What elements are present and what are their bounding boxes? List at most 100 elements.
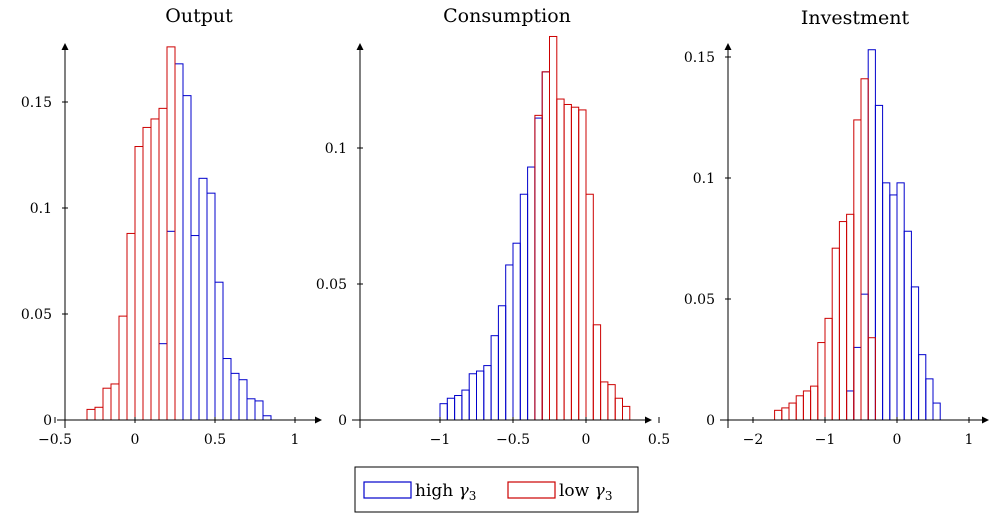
histogram-bar: [578, 109, 587, 421]
x-axis-arrow: [315, 416, 322, 424]
histogram-bar: [150, 118, 160, 421]
histogram-bar: [918, 354, 927, 421]
histogram-bar: [910, 286, 920, 421]
histogram-bar: [86, 408, 96, 421]
histogram-bar: [549, 35, 558, 421]
histogram-bar: [214, 281, 224, 421]
histogram-bar: [600, 381, 609, 421]
histogram-bar: [932, 402, 941, 421]
x-tick-label: −1: [815, 432, 836, 448]
histogram-bar: [795, 395, 804, 421]
histogram-bar: [541, 71, 551, 421]
x-tick-label: −0.5: [496, 432, 530, 448]
histogram-bar: [110, 383, 120, 421]
y-tick-label: 0.1: [30, 201, 52, 217]
histogram-bar: [198, 177, 208, 421]
y-tick-label: 0: [338, 413, 347, 429]
histogram-bar: [468, 373, 478, 421]
histogram-bar: [134, 146, 144, 421]
series-high: [439, 71, 551, 421]
histogram-bar: [534, 114, 543, 421]
histogram-bar: [102, 387, 112, 421]
y-tick-label: 0.15: [684, 50, 715, 66]
histogram-bar: [190, 235, 200, 421]
histogram-bar: [592, 324, 602, 421]
histogram-bar: [142, 126, 152, 421]
histogram-bar: [118, 315, 128, 421]
x-tick-label: 0.5: [204, 432, 226, 448]
histogram-bar: [262, 415, 272, 421]
x-tick-label: −0.5: [38, 432, 72, 448]
x-tick-label: 0: [582, 432, 591, 448]
series-low: [534, 35, 631, 421]
y-tick-label: 0.05: [316, 277, 347, 293]
histogram-bar: [461, 389, 470, 421]
histogram-bar: [781, 407, 790, 421]
series-low: [86, 46, 176, 421]
y-axis-arrow: [356, 43, 364, 50]
series-low: [774, 78, 876, 421]
histogram-bar: [246, 398, 256, 421]
histogram-bar: [802, 390, 812, 421]
histogram-bar: [126, 232, 136, 421]
histogram-bar: [439, 403, 448, 421]
legend-swatch: [363, 481, 412, 499]
histogram-bar: [94, 406, 104, 421]
histogram-bar: [874, 104, 884, 421]
histogram-bar: [563, 103, 572, 421]
y-axis-arrow: [61, 43, 69, 50]
y-tick-label: 0.05: [21, 307, 52, 323]
histogram-bar: [853, 346, 862, 421]
histogram-bar: [774, 409, 783, 421]
histogram-bar: [925, 378, 934, 421]
histogram-bar: [860, 78, 869, 421]
x-tick-label: 1: [291, 432, 300, 448]
histogram-bar: [490, 335, 499, 421]
histogram-bar: [222, 358, 232, 421]
histogram-bar: [846, 213, 855, 421]
y-tick-label: 0.05: [684, 292, 715, 308]
histogram-bar: [889, 194, 898, 421]
y-axis-arrow: [724, 43, 732, 50]
histogram-bar: [166, 46, 176, 421]
histogram-bar: [570, 106, 580, 421]
chart-title: Output: [165, 5, 233, 27]
histogram-bar: [585, 193, 594, 421]
x-tick-label: 0: [131, 432, 140, 448]
histogram-bar: [831, 247, 840, 421]
histogram-bar: [860, 293, 869, 421]
histogram-bar: [838, 221, 848, 421]
histogram-bar: [497, 305, 507, 421]
legend-entry-high: high γ3: [363, 481, 476, 503]
legend-entry-low: low γ3: [507, 481, 612, 503]
chart-panel-0: Output −0.5 0 0.5 1 0 0.05 0.1 0.15: [21, 5, 322, 448]
legend-label: low γ3: [559, 481, 612, 503]
chart-panel-1: Consumption −1 −0.5 0 0.5 0 0.05 0.1: [316, 5, 670, 448]
histogram-bar: [541, 71, 551, 421]
chart-title: Consumption: [443, 5, 571, 27]
histogram-bar: [846, 390, 855, 421]
x-tick-label: 1: [965, 432, 974, 448]
x-tick-label: −1: [430, 432, 451, 448]
histogram-bar: [853, 119, 862, 421]
legend-label: high γ3: [415, 481, 476, 503]
histogram-bar: [882, 182, 891, 421]
histogram-bar: [238, 379, 248, 421]
y-tick-label: 0.1: [693, 171, 715, 187]
histogram-bar: [527, 166, 536, 421]
histogram-bar: [788, 402, 797, 421]
histogram-bar: [454, 395, 463, 421]
histogram-bar: [534, 117, 543, 421]
histogram-bar: [512, 242, 521, 421]
histogram-bar: [810, 385, 819, 421]
legend-swatch: [507, 481, 556, 499]
series-high: [158, 63, 272, 421]
histogram-bar: [158, 343, 168, 421]
histogram-bar: [817, 342, 826, 421]
histogram-bar: [230, 372, 240, 421]
histogram-bar: [519, 193, 529, 421]
y-tick-label: 0: [706, 413, 715, 429]
x-tick-label: −2: [743, 432, 764, 448]
y-tick-label: 0: [43, 413, 52, 429]
